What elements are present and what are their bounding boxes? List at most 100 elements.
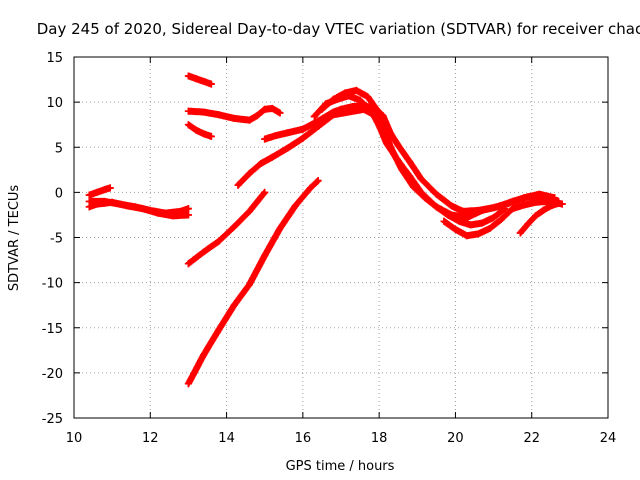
y-tick-label: -20 [42,367,63,382]
series-arc-2 [85,198,192,220]
data-point [409,183,417,191]
data-point [329,108,337,116]
data-point [123,202,131,210]
x-tick-label: 20 [447,431,464,446]
data-point [299,125,307,133]
data-point [398,166,406,174]
data-point [154,209,162,217]
y-tick-label: 0 [55,186,63,201]
series-arc-13 [375,112,509,229]
data-point [444,211,452,219]
data-point [501,205,509,213]
x-axis-label: GPS time / hours [286,459,395,474]
data-point [421,194,429,202]
data-point [261,188,269,196]
data-point [192,75,200,83]
data-point [200,351,208,359]
data-point [200,108,208,116]
data-point [532,212,540,220]
data-point [375,112,383,120]
series-arc-15 [516,199,566,237]
data-point [505,199,513,207]
data-point [348,103,356,111]
data-point [432,203,440,211]
data-point [184,121,192,129]
data-point [85,191,93,199]
data-point [318,105,326,113]
data-point [101,199,109,207]
data-point [554,199,562,207]
data-point [207,132,215,140]
data-point [215,237,223,245]
data-point [368,107,376,115]
data-point [184,107,192,115]
data-point [314,117,322,125]
data-point [364,93,372,101]
data-point [200,130,208,138]
x-tick-label: 10 [66,431,83,446]
data-point [535,190,543,198]
series-arc-3 [85,184,114,199]
data-point [276,109,284,117]
x-tick-label: 14 [218,431,235,446]
series-arc-7 [184,188,269,268]
data-point [532,198,540,206]
data-point [394,141,402,149]
data-point [184,380,192,388]
y-tick-label: -15 [42,322,63,337]
data-point [276,224,284,232]
grid-lines [74,57,608,418]
y-tick-label: 10 [46,96,63,111]
data-point [329,95,337,103]
data-point [440,217,448,225]
data-point [417,175,425,183]
x-tick-label: 22 [523,431,540,446]
data-point [184,205,192,213]
data-point [245,116,253,124]
data-point [261,252,269,260]
data-point [474,206,482,214]
data-point [455,217,463,225]
data-point [261,135,269,143]
data-point [299,134,307,142]
data-point [261,105,269,113]
data-point [215,326,223,334]
data-point [478,219,486,227]
y-tick-label: 5 [55,141,63,156]
data-point [291,202,299,210]
data-point [169,212,177,220]
data-point [341,89,349,97]
data-point [245,280,253,288]
data-point [85,203,93,211]
data-point [200,77,208,85]
data-point [108,198,116,206]
data-point [558,200,566,208]
data-series [85,72,566,388]
y-axis-label: SDTVAR / TECUs [7,185,22,292]
x-tick-label: 24 [600,431,617,446]
data-point [184,72,192,80]
chart-title: Day 245 of 2020, Sidereal Day-to-day VTE… [37,20,640,38]
data-point [547,202,555,210]
x-tick-label: 18 [371,431,388,446]
data-point [230,301,238,309]
data-point [215,111,223,119]
data-point [192,126,200,134]
axis-tick-labels: 10 12 14 16 18 20 22 24 -25 -20 -15 -10 -5 0 5 10 15 [42,51,617,446]
data-point [310,113,318,121]
data-point [101,186,109,194]
y-tick-label: -10 [42,277,63,292]
series-arc-8 [184,177,322,388]
data-point [93,200,101,208]
data-point [257,159,265,167]
data-point [284,144,292,152]
data-point [486,224,494,232]
data-point [463,232,471,240]
data-point [520,194,528,202]
data-point [451,225,459,233]
data-point [524,220,532,228]
data-point [516,229,524,237]
data-point [337,105,345,113]
data-point [268,104,276,112]
